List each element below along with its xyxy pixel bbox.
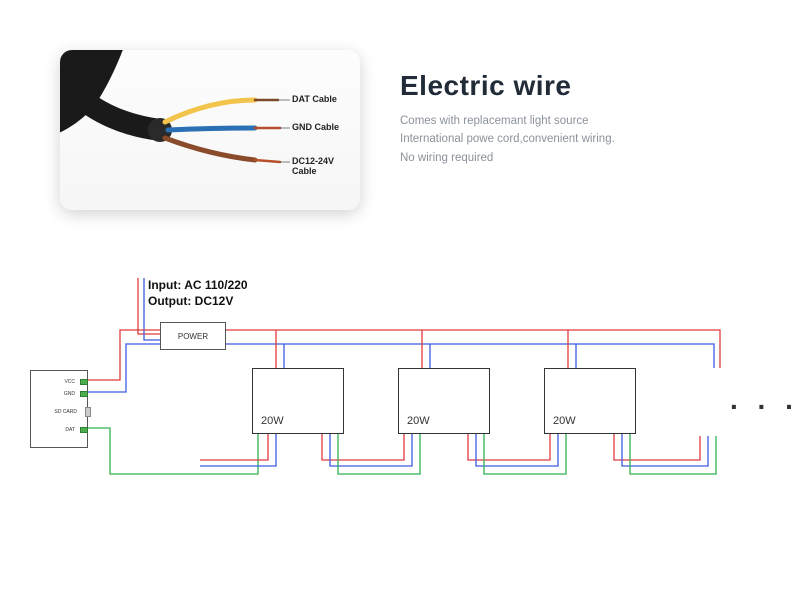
load-box-1: 20W <box>252 368 344 434</box>
ctrl-label-gnd: GND <box>64 391 75 397</box>
wiring-diagram: Input: AC 110/220 Output: DC12V POWER VC… <box>0 260 800 610</box>
terminal-dat <box>80 427 88 433</box>
desc-line-3: No wiring required <box>400 152 493 164</box>
label-input: Input: AC 110/220 <box>148 278 248 292</box>
description: Comes with replacemant light source Inte… <box>400 112 760 167</box>
load-box-3: 20W <box>544 368 636 434</box>
wire-photo-panel: DAT Cable GND Cable DC12-24V Cable <box>60 50 360 210</box>
desc-line-2: International powe cord,convenient wirin… <box>400 133 615 145</box>
label-dc-cable: DC12-24V Cable <box>292 156 360 176</box>
top-section: DAT Cable GND Cable DC12-24V Cable Elect… <box>60 50 760 210</box>
sd-slot-icon <box>85 407 91 417</box>
ctrl-label-sd: SD CARD <box>54 409 77 415</box>
label-output: Output: DC12V <box>148 294 233 308</box>
load-label-2: 20W <box>407 415 430 427</box>
load-label-1: 20W <box>261 415 284 427</box>
ctrl-label-vcc: VCC <box>64 379 75 385</box>
ctrl-label-dat: DAT <box>65 427 75 433</box>
title: Electric wire <box>400 70 760 102</box>
terminal-vcc <box>80 379 88 385</box>
text-panel: Electric wire Comes with replacemant lig… <box>400 50 760 210</box>
wiring-svg <box>0 260 800 610</box>
load-box-2: 20W <box>398 368 490 434</box>
label-dat-cable: DAT Cable <box>292 94 337 104</box>
desc-line-1: Comes with replacemant light source <box>400 115 589 127</box>
continuation-ellipsis: . . . <box>730 384 799 416</box>
power-label: POWER <box>178 332 208 341</box>
terminal-gnd <box>80 391 88 397</box>
load-label-3: 20W <box>553 415 576 427</box>
label-gnd-cable: GND Cable <box>292 122 339 132</box>
power-supply-box: POWER <box>160 322 226 350</box>
controller-box: VCC GND SD CARD DAT <box>30 370 88 448</box>
